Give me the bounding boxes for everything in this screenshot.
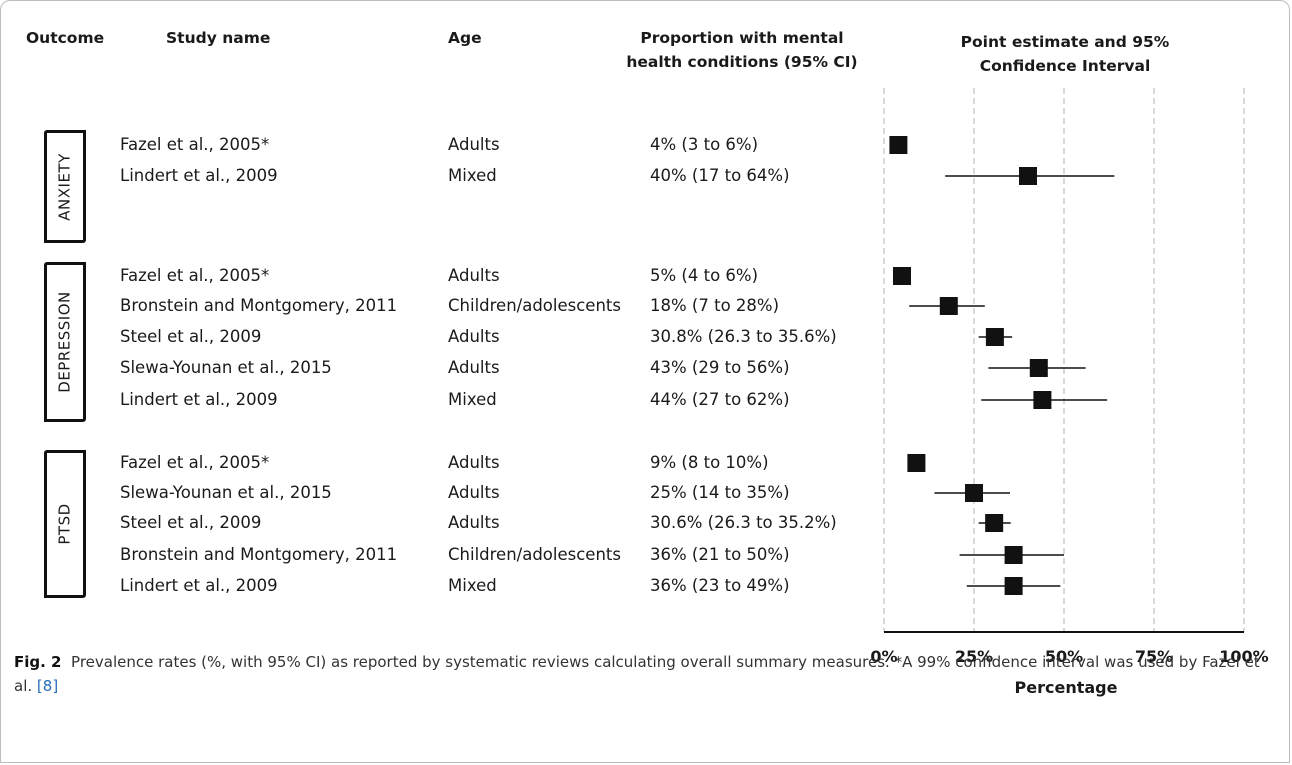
x-tick-label: 100% — [1219, 647, 1268, 666]
point-estimate-marker — [965, 484, 983, 502]
row-study: Lindert et al., 2009 — [120, 576, 278, 595]
point-estimate-marker — [1033, 391, 1052, 409]
row-age: Mixed — [448, 390, 497, 409]
header-proportion-line1: Proportion with mental — [640, 29, 844, 47]
row-age: Adults — [448, 135, 500, 154]
row-proportion: 5% (4 to 6%) — [650, 266, 759, 285]
point-estimate-marker — [985, 328, 1004, 346]
point-estimate-marker — [893, 267, 911, 285]
point-estimate-marker — [1029, 359, 1048, 377]
point-estimate-marker — [907, 454, 926, 472]
x-axis-title: Percentage — [1015, 678, 1118, 697]
x-tick-label: 75% — [1135, 647, 1173, 666]
row-age: Adults — [448, 327, 500, 346]
row-age: Mixed — [448, 576, 497, 595]
marks-layer — [889, 136, 1115, 595]
point-estimate-marker — [1004, 577, 1023, 595]
caption-label: Fig. 2 — [14, 653, 62, 671]
outcome-anxiety-box: ANXIETY — [44, 130, 86, 243]
row-proportion: 30.8% (26.3 to 35.6%) — [650, 327, 837, 346]
row-age: Adults — [448, 513, 500, 532]
row-age: Adults — [448, 358, 500, 377]
row-study: Lindert et al., 2009 — [120, 166, 278, 185]
row-proportion: 36% (23 to 49%) — [650, 576, 790, 595]
row-age: Mixed — [448, 166, 497, 185]
row-age: Children/adolescents — [448, 545, 621, 564]
x-tick-label: 50% — [1045, 647, 1083, 666]
row-age: Children/adolescents — [448, 296, 621, 315]
point-estimate-marker — [1004, 546, 1023, 564]
row-proportion: 36% (21 to 50%) — [650, 545, 790, 564]
header-estimate: Point estimate and 95% Confidence Interv… — [900, 30, 1230, 78]
row-study: Fazel et al., 2005* — [120, 266, 270, 285]
outcome-depression-box: DEPRESSION — [44, 262, 86, 422]
row-study: Lindert et al., 2009 — [120, 390, 278, 409]
row-proportion: 9% (8 to 10%) — [650, 453, 769, 472]
row-proportion: 4% (3 to 6%) — [650, 135, 759, 154]
header-study-name: Study name — [166, 29, 271, 47]
row-proportion: 30.6% (26.3 to 35.2%) — [650, 513, 837, 532]
row-proportion: 44% (27 to 62%) — [650, 390, 790, 409]
row-study: Bronstein and Montgomery, 2011 — [120, 545, 398, 564]
row-proportion: 40% (17 to 64%) — [650, 166, 790, 185]
x-tick-label: 0% — [870, 647, 897, 666]
x-tick-label: 25% — [955, 647, 993, 666]
header-outcome: Outcome — [26, 29, 105, 47]
row-study: Steel et al., 2009 — [120, 327, 262, 346]
header-age: Age — [448, 29, 482, 47]
row-study: Steel et al., 2009 — [120, 513, 262, 532]
row-study: Slewa-Younan et al., 2015 — [120, 358, 332, 377]
point-estimate-marker — [985, 514, 1004, 532]
row-study: Fazel et al., 2005* — [120, 453, 270, 472]
row-proportion: 25% (14 to 35%) — [650, 483, 790, 502]
tick-layer: 0% 25% 50% 75% 100% — [870, 647, 1268, 666]
row-study: Slewa-Younan et al., 2015 — [120, 483, 332, 502]
point-estimate-marker — [889, 136, 908, 154]
row-age: Adults — [448, 483, 500, 502]
header-estimate-line1: Point estimate and 95% — [960, 33, 1170, 51]
header-proportion: Proportion with mental health conditions… — [600, 26, 884, 74]
caption-reference-link[interactable]: [8] — [36, 677, 59, 695]
figure-caption: Fig. 2 Prevalence rates (%, with 95% CI)… — [14, 650, 1276, 698]
row-age: Adults — [448, 266, 500, 285]
header-proportion-line2: health conditions (95% CI) — [626, 53, 858, 71]
point-estimate-marker — [939, 297, 958, 315]
row-study: Bronstein and Montgomery, 2011 — [120, 296, 398, 315]
point-estimate-marker — [1019, 167, 1037, 185]
grid-layer — [883, 88, 1245, 632]
outcome-ptsd-box: PTSD — [44, 450, 86, 598]
header-estimate-line2: Confidence Interval — [979, 57, 1151, 75]
row-proportion: 43% (29 to 56%) — [650, 358, 790, 377]
row-proportion: 18% (7 to 28%) — [650, 296, 780, 315]
row-study: Fazel et al., 2005* — [120, 135, 270, 154]
caption-text: Prevalence rates (%, with 95% CI) as rep… — [14, 653, 1260, 695]
row-age: Adults — [448, 453, 500, 472]
